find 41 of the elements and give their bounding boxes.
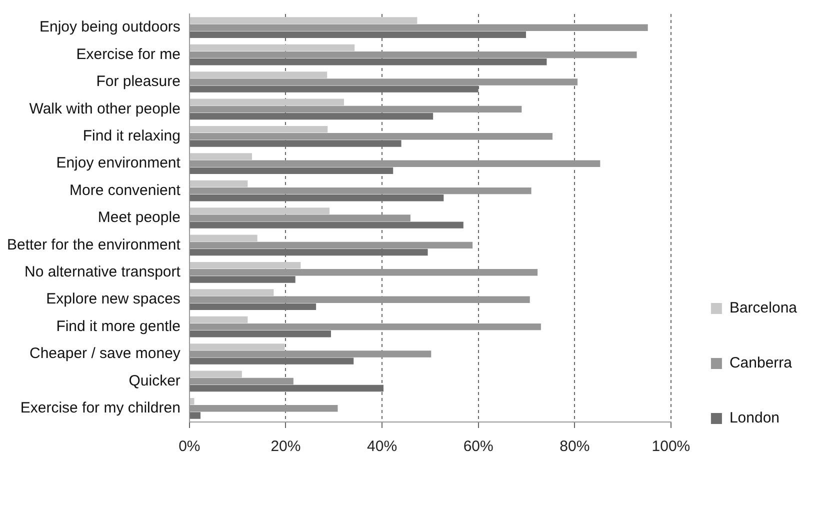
x-tick-label: 60% xyxy=(463,438,494,456)
y-tick-label: Exercise for me xyxy=(76,46,180,63)
y-tick-label: Better for the environment xyxy=(6,236,182,254)
bar xyxy=(190,126,328,133)
legend-label: Barcelona xyxy=(729,300,798,317)
bar xyxy=(190,153,252,160)
bar xyxy=(190,98,344,106)
legend-label: London xyxy=(729,410,780,427)
bar xyxy=(190,344,285,350)
bar xyxy=(190,72,328,78)
bar xyxy=(190,17,418,24)
y-tick-label: No alternative transport xyxy=(24,264,182,281)
bar xyxy=(190,234,258,242)
x-tick-label: 100% xyxy=(652,438,690,456)
y-tick-label: More convenient xyxy=(70,182,182,199)
bar xyxy=(190,412,200,419)
x-tick-label: 40% xyxy=(367,438,398,456)
y-tick-label: Enjoy environment xyxy=(56,154,182,172)
bar xyxy=(190,180,248,188)
bar xyxy=(190,289,274,296)
bar xyxy=(190,262,301,269)
y-tick-label: Find it relaxing xyxy=(82,128,180,145)
y-tick-label: Meet people xyxy=(98,209,180,226)
y-tick-label: For pleasure xyxy=(96,73,180,90)
bar xyxy=(190,398,194,405)
x-tick-label: 80% xyxy=(560,438,590,456)
y-tick-label: Explore new spaces xyxy=(46,290,180,308)
x-tick-label: 20% xyxy=(270,438,301,456)
bar xyxy=(190,208,330,214)
bar xyxy=(190,316,248,324)
y-tick-label: Find it more gentle xyxy=(56,318,180,335)
y-tick-label: Walk with other people xyxy=(29,100,180,118)
bar xyxy=(190,44,355,52)
y-tick-label: Enjoy being outdoors xyxy=(39,18,180,36)
y-tick-label: Quicker xyxy=(128,372,180,390)
bar xyxy=(190,167,394,174)
legend-label: Canberra xyxy=(729,354,793,372)
y-tick-label: Cheaper / save money xyxy=(30,345,181,362)
bar xyxy=(190,370,242,378)
y-tick-label: Exercise for my children xyxy=(20,400,180,417)
x-tick-label: 0% xyxy=(178,438,200,456)
